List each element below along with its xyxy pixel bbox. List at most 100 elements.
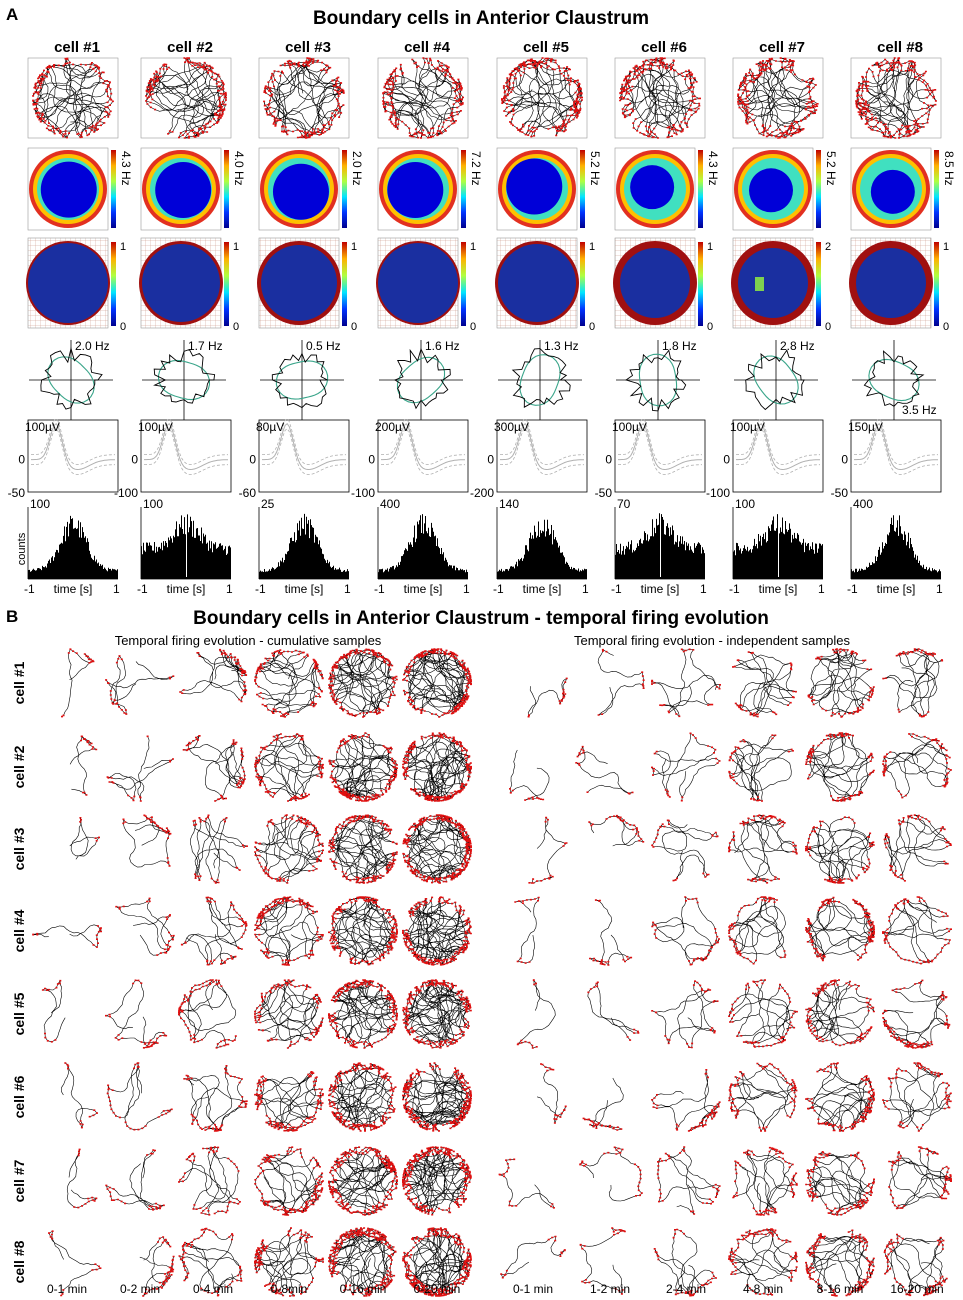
trajectory-path <box>145 57 227 139</box>
autocorr-max-label: 400 <box>853 497 873 511</box>
peak-rate-label: 4.0 Hz <box>232 151 246 186</box>
polar-fit-curve <box>396 356 446 404</box>
counts-axis-label: counts <box>16 532 28 565</box>
independent-sample <box>656 1146 721 1215</box>
spike-marks <box>254 1227 324 1297</box>
spike-marks <box>402 732 472 802</box>
waveform-upper <box>618 418 702 465</box>
cell-label: cell #7 <box>759 39 805 56</box>
independent-sample <box>728 814 798 884</box>
waveform-upper <box>500 418 584 465</box>
waveform-zero-label: 0 <box>131 453 138 467</box>
waveform-max-label: 100µV <box>25 420 60 434</box>
spike-marks <box>61 648 95 718</box>
spike-marks <box>805 816 875 884</box>
cumulative-sample <box>328 1146 398 1216</box>
row-cell-label: cell #6 <box>11 1075 27 1118</box>
trajectory-path <box>32 924 102 948</box>
spike-marks <box>178 979 237 1049</box>
autocorr-bars <box>497 519 587 579</box>
boundary-map-center <box>620 248 690 318</box>
rate-map-center <box>870 169 915 214</box>
waveform-lower <box>144 428 228 475</box>
rate-colorbar <box>224 150 229 228</box>
waveform-min-label: -50 <box>831 486 849 500</box>
spike-marks <box>328 979 398 1049</box>
independent-sample <box>882 648 944 718</box>
cumulative-sample <box>106 1062 173 1131</box>
cumulative-sample <box>104 979 168 1049</box>
cumulative-sample <box>328 1227 397 1297</box>
spike-marks <box>192 814 248 884</box>
cell-label: cell #8 <box>877 39 923 56</box>
peak-rate-label: 2.0 Hz <box>350 151 364 186</box>
independent-sample <box>588 814 645 847</box>
polar-tuning-curve <box>394 347 451 410</box>
polar-peak-label: 2.8 Hz <box>780 339 815 353</box>
cell-column: cell #8 8.5 Hz 1 0 3.5 Hz 150µV 0 -50 400 -1 time … <box>831 39 956 596</box>
boundary-colorbar <box>580 242 585 326</box>
spike-marks <box>597 648 645 716</box>
spike-marks <box>178 1146 241 1216</box>
polar-tuning-curve <box>745 349 805 411</box>
trajectory-path <box>107 1062 172 1131</box>
waveform-zero-label: 0 <box>841 453 848 467</box>
spike-marks <box>805 732 875 802</box>
cell-column: cell #3 2.0 Hz 1 0 0.5 Hz 80µV 0 -60 25 -1 time [s… <box>239 39 364 596</box>
spike-marks <box>805 896 875 962</box>
trajectory-path <box>652 980 718 1048</box>
trajectory-path <box>509 749 550 801</box>
cumulative-column-label: 0-2 min <box>120 1282 160 1296</box>
independent-sample <box>805 1151 875 1216</box>
cell-column: cell #7 5.2 Hz 2 0 2.8 Hz 100µV 0 -100 100 -1 time… <box>706 39 838 596</box>
independent-sample <box>728 896 787 965</box>
autocorr-max-label: 70 <box>617 497 631 511</box>
trajectory-path <box>728 979 798 1048</box>
peak-rate-label: 7.2 Hz <box>469 151 483 186</box>
waveform-lower <box>854 428 938 475</box>
independent-sample <box>528 816 568 884</box>
spike-marks <box>501 57 583 138</box>
independent-sample <box>500 1235 566 1279</box>
colorbar-min: 0 <box>233 321 239 333</box>
waveform-upper <box>381 418 465 465</box>
peak-rate-label: 8.5 Hz <box>942 151 956 186</box>
polar-fit-curve <box>753 355 799 405</box>
autocorr-bars <box>259 513 349 579</box>
time-min-label: -1 <box>374 582 385 596</box>
cumulative-sample <box>105 1149 165 1211</box>
spike-marks <box>807 648 875 718</box>
trajectory-path <box>190 815 249 884</box>
spike-marks <box>402 1146 472 1216</box>
time-max-label: 1 <box>113 582 120 596</box>
independent-sample <box>651 732 721 802</box>
rate-colorbar <box>111 150 116 228</box>
cumulative-sample <box>41 979 66 1043</box>
trajectory-path <box>328 896 398 966</box>
autocorr-bars <box>378 514 468 579</box>
polar-tuning-curve <box>40 346 103 410</box>
cumulative-sample <box>402 1227 472 1297</box>
trajectory-path <box>728 1063 797 1132</box>
rate-map-center <box>40 161 97 218</box>
spike-marks <box>328 896 398 966</box>
cell-label: cell #2 <box>167 39 213 56</box>
spike-marks <box>402 814 472 884</box>
cumulative-sample <box>328 814 398 885</box>
trajectory-path <box>619 57 701 139</box>
spike-marks <box>80 735 98 796</box>
independent-sample <box>514 896 540 964</box>
spike-marks <box>651 819 719 882</box>
spike-marks <box>728 1228 798 1296</box>
waveform-lower <box>736 428 820 475</box>
spike-marks <box>115 897 175 956</box>
trajectory-path <box>728 814 798 884</box>
autocorr-bars <box>615 513 705 579</box>
spike-marks <box>254 814 324 884</box>
spike-marks <box>882 1062 952 1132</box>
autocorr-max-label: 25 <box>261 497 275 511</box>
waveform-max-label: 100µV <box>138 420 173 434</box>
trajectory-path <box>527 677 568 717</box>
waveform-zero-label: 0 <box>368 453 375 467</box>
